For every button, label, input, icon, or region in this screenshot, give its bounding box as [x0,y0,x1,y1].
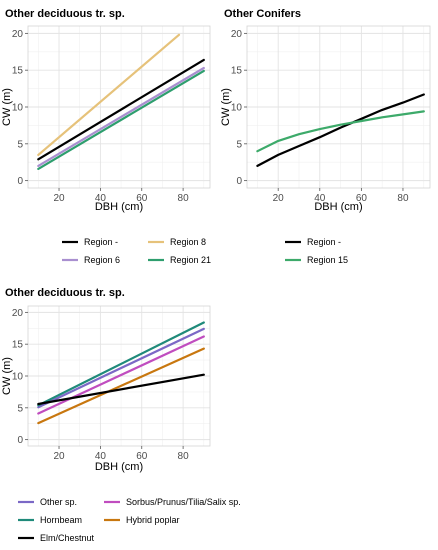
x-tick-label: 80 [178,193,190,204]
series-line-2 [256,110,425,153]
series-line-4 [37,347,205,425]
series-line-2 [37,335,205,415]
y-tick-label: 20 [12,29,24,40]
x-tick-label: 60 [136,193,148,204]
series-line-1 [37,58,205,161]
y-tick-label: 0 [236,176,242,187]
chart-title: Other Conifers [224,8,301,20]
y-tick-label: 15 [12,340,24,351]
x-tick-label: 20 [53,193,65,204]
y-tick-label: 15 [12,66,24,77]
series-line-3 [37,66,205,167]
chart-title: Other deciduous tr. sp. [5,8,125,20]
x-axis-label: DBH (cm) [314,201,362,213]
chart-panel-2: 20 40 60 80 0 5 10 15 20 Other Conifers DBH (cm) CW… [220,8,431,213]
major-grid [28,306,210,446]
y-tick-label: 10 [12,372,24,383]
x-axis-label: DBH (cm) [95,461,143,473]
x-tick-label: 20 [273,193,285,204]
legend-label: Region 15 [307,255,348,265]
legend-3: Other sp. Sorbus/Prunus/Tilia/Salix sp. Ho… [18,497,241,543]
major-grid [247,26,430,188]
x-tick-label: 80 [397,193,409,204]
y-tick-label: 20 [231,29,243,40]
y-axis-label: CW (m) [1,357,13,395]
x-tick-label: 40 [314,193,326,204]
legend-label: Region - [84,237,118,247]
legend-1: Region - Region 8 Region 6 Region 21 [62,237,211,265]
series-line-4 [37,69,205,170]
legend-2: Region - Region 15 [285,237,348,265]
major-grid [28,26,210,188]
x-axis-label: DBH (cm) [95,201,143,213]
chart-panel-3: 20 40 60 80 0 5 10 15 20 Other deciduous tr. sp. D… [1,287,211,473]
chart-title: Other deciduous tr. sp. [5,287,125,299]
y-tick-label: 15 [231,66,243,77]
y-axis-label: CW (m) [1,88,13,126]
y-tick-label: 0 [17,435,23,446]
y-tick-label: 0 [17,176,23,187]
y-tick-label: 5 [17,139,23,150]
x-tick-label: 60 [356,193,368,204]
legend-label: Region 8 [170,237,206,247]
legend-label: Hornbeam [40,515,82,525]
minor-grid [247,26,430,188]
legend-label: Region 6 [84,255,120,265]
x-tick-label: 80 [178,451,190,462]
y-tick-label: 10 [231,103,243,114]
series-line-3 [37,321,205,407]
x-tick-label: 40 [95,451,107,462]
y-axis-label: CW (m) [220,88,232,126]
series-line-1 [256,93,425,167]
legend-label: Other sp. [40,497,77,507]
series-line-5 [37,373,205,406]
series-line-1 [37,327,205,409]
x-tick-label: 20 [53,451,65,462]
legend-label: Hybrid poplar [126,515,180,525]
x-tick-label: 40 [95,193,107,204]
legend-label: Region - [307,237,341,247]
y-tick-label: 10 [12,103,24,114]
legend-label: Region 21 [170,255,211,265]
legend-label: Sorbus/Prunus/Tilia/Salix sp. [126,497,241,507]
y-tick-label: 5 [17,403,23,414]
x-tick-label: 60 [136,451,148,462]
legend-label: Elm/Chestnut [40,533,95,543]
y-tick-label: 20 [12,308,24,319]
y-tick-label: 5 [236,139,242,150]
series-line-2 [37,33,181,156]
chart-panel-1: 20 40 60 80 0 5 10 15 20 Other deciduous tr. sp. D… [1,8,211,213]
